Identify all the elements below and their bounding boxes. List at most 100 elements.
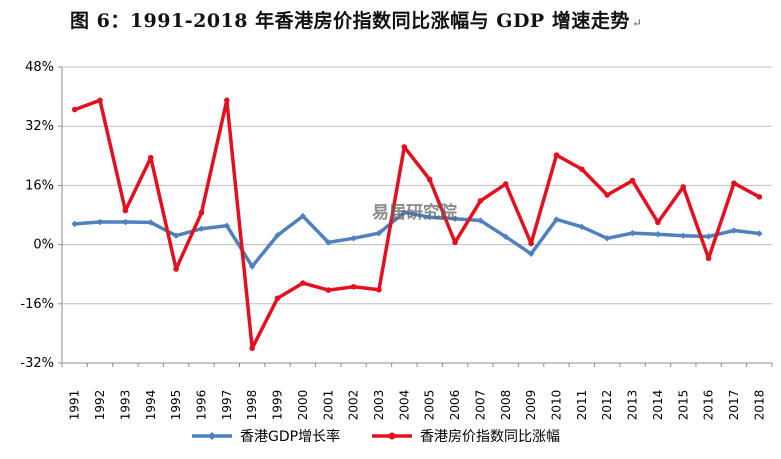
x-tick-label: 2012 (600, 390, 614, 421)
legend: 香港GDP增长率 香港房价指数同比涨幅 (192, 428, 560, 445)
data-point (350, 283, 357, 290)
axes (58, 66, 773, 367)
data-point (325, 287, 332, 293)
x-tick-label: 2008 (499, 390, 513, 421)
y-tick-label: 32% (25, 119, 54, 134)
data-point (655, 219, 661, 226)
data-point (198, 225, 205, 232)
data-point (274, 295, 281, 302)
legend-marker (388, 432, 396, 440)
data-point (375, 229, 383, 237)
data-point (274, 232, 281, 239)
data-point (122, 218, 129, 226)
x-tick-label: 2017 (727, 390, 741, 421)
x-tick-label: 2000 (296, 390, 310, 421)
data-point (654, 231, 662, 238)
x-tick-label: 2011 (575, 390, 589, 421)
data-point (350, 235, 357, 242)
x-tick-label: 2010 (549, 390, 563, 421)
series-line (72, 210, 762, 269)
data-point (426, 176, 433, 183)
y-axis-ticks: -32% -16% 0% 16% 32% 48% (20, 60, 54, 371)
data-point (71, 220, 78, 228)
x-tick-label: 2005 (423, 390, 437, 421)
data-point (680, 184, 687, 190)
data-point (376, 286, 382, 293)
data-point (96, 218, 104, 226)
data-point (426, 214, 433, 221)
data-point (528, 240, 534, 247)
data-point (300, 280, 306, 286)
data-point (604, 192, 610, 198)
x-tick-label: 2002 (347, 390, 361, 421)
data-point (629, 229, 636, 237)
data-point (147, 219, 154, 226)
x-tick-label: 2003 (372, 390, 386, 421)
data-point (452, 239, 458, 246)
x-tick-label: 1993 (118, 390, 132, 421)
data-point (223, 222, 231, 229)
x-tick-label: 2006 (448, 390, 462, 421)
x-tick-label: 1995 (169, 390, 183, 421)
data-point (756, 230, 763, 237)
y-tick-label: -32% (20, 356, 54, 371)
x-tick-label: 1991 (68, 390, 82, 421)
data-point (680, 232, 687, 239)
series-lines (71, 97, 763, 352)
data-point (629, 177, 636, 184)
x-tick-label: 1999 (271, 390, 285, 421)
data-point (603, 235, 611, 242)
watermark-text: 易居研究院 (372, 202, 457, 223)
x-tick-label: 1994 (144, 390, 158, 421)
series-line (72, 98, 762, 350)
x-tick-label: 2016 (702, 390, 716, 421)
y-tick-label: -16% (20, 297, 54, 312)
chart-title: 图 6：1991-2018 年香港房价指数同比涨幅与 GDP 增速走势 ↵ (70, 6, 770, 36)
data-point (401, 144, 408, 150)
y-tick-label: 48% (25, 60, 54, 75)
data-point (705, 233, 712, 240)
x-axis-ticks: 1991 1992 1993 1994 1995 1996 1997 1998 1999 2000… (68, 390, 767, 421)
data-point (451, 215, 459, 222)
data-point (502, 233, 509, 241)
data-point (527, 250, 535, 258)
data-point (172, 232, 180, 239)
data-point (553, 152, 560, 158)
data-point (248, 263, 256, 270)
x-tick-label: 2007 (473, 390, 487, 421)
data-point (97, 97, 103, 104)
return-mark-icon: ↵ (631, 16, 643, 30)
chart-title-text: 图 6：1991-2018 年香港房价指数同比涨幅与 GDP 增速走势 (70, 10, 630, 32)
x-tick-label: 2001 (321, 390, 335, 421)
x-tick-label: 2015 (676, 390, 690, 421)
data-point (502, 181, 509, 187)
data-point (198, 209, 205, 216)
data-point (173, 266, 179, 272)
data-point (224, 97, 230, 104)
legend-label: 香港房价指数同比涨幅 (420, 429, 560, 445)
x-tick-label: 1996 (194, 390, 208, 421)
data-point (325, 239, 332, 246)
data-point (578, 223, 586, 231)
data-point (147, 154, 154, 161)
data-point (401, 209, 408, 216)
data-point (731, 180, 737, 186)
x-tick-label: 2004 (397, 390, 411, 421)
x-tick-label: 1992 (93, 390, 107, 421)
data-point (477, 198, 484, 204)
data-point (299, 212, 307, 220)
x-tick-label: 1998 (245, 390, 259, 421)
x-tick-label: 2014 (651, 390, 665, 421)
data-point (477, 217, 484, 224)
data-point (705, 255, 712, 262)
x-tick-label: 2009 (524, 390, 538, 421)
x-tick-label: 1997 (220, 390, 234, 421)
data-point (71, 106, 78, 113)
x-tick-label: 2013 (626, 390, 640, 421)
data-point (122, 207, 129, 214)
legend-label: 香港GDP增长率 (240, 428, 340, 445)
y-tick-label: 0% (33, 238, 54, 253)
legend-marker (208, 432, 216, 440)
data-point (579, 166, 585, 172)
